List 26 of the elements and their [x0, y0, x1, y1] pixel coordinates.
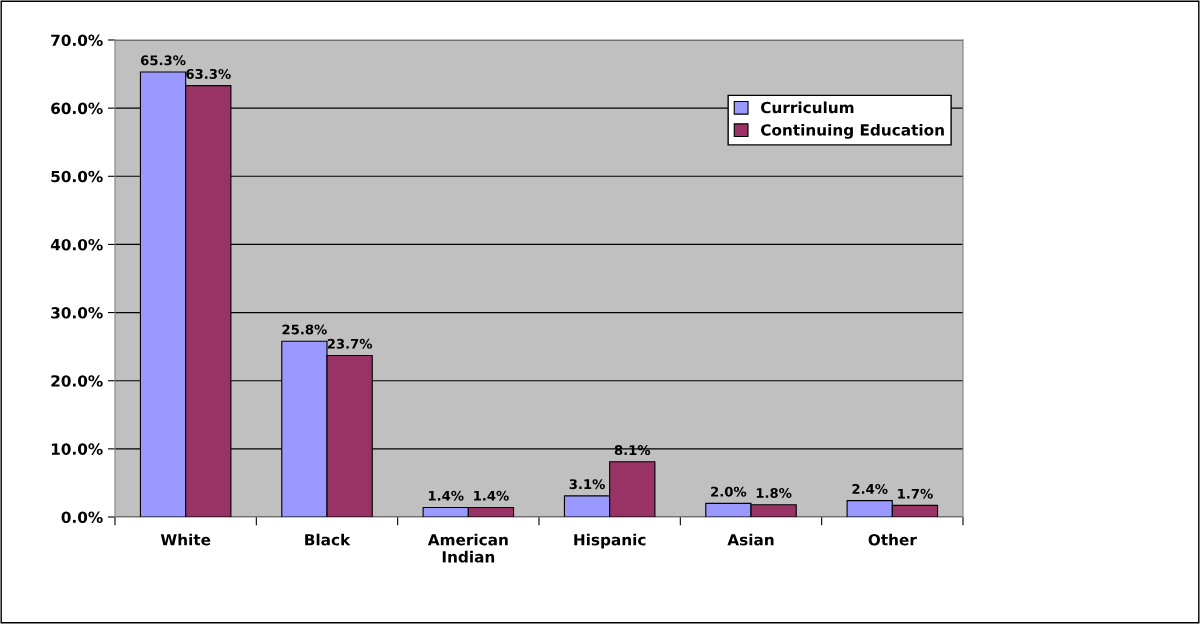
- x-tick-label: Asian: [727, 533, 774, 546]
- y-tick-label: 30.0%: [51, 307, 103, 319]
- data-label: 1.8%: [756, 488, 792, 499]
- data-label: 1.7%: [898, 488, 933, 499]
- data-label: 3.1%: [569, 479, 605, 490]
- data-label: 2.0%: [711, 486, 747, 497]
- x-tick-label: Hispanic: [574, 533, 646, 549]
- y-tick-label: 40.0%: [50, 238, 103, 251]
- x-tick-label: Other: [868, 533, 917, 546]
- x-tick-label: Black: [305, 533, 351, 546]
- y-tick-label: 50.0%: [51, 170, 103, 183]
- data-label: 1.4%: [428, 490, 464, 501]
- data-label: 65.3%: [140, 55, 186, 66]
- data-label: 63.3%: [186, 68, 231, 79]
- legend-label: Curriculum: [761, 101, 854, 114]
- data-label: 1.4%: [474, 490, 509, 501]
- data-label: 2.4%: [852, 483, 888, 494]
- legend-label: Continuing Education: [761, 123, 944, 139]
- y-tick-label: 60.0%: [51, 102, 103, 115]
- y-tick-label: 0.0%: [61, 511, 103, 524]
- data-label: 25.8%: [282, 324, 327, 335]
- x-tick-label: American Indian: [427, 533, 508, 563]
- x-tick-label: White: [160, 533, 211, 546]
- y-tick-label: 10.0%: [51, 443, 103, 455]
- y-tick-label: 20.0%: [51, 375, 103, 387]
- y-tick-label: 70.0%: [51, 34, 103, 47]
